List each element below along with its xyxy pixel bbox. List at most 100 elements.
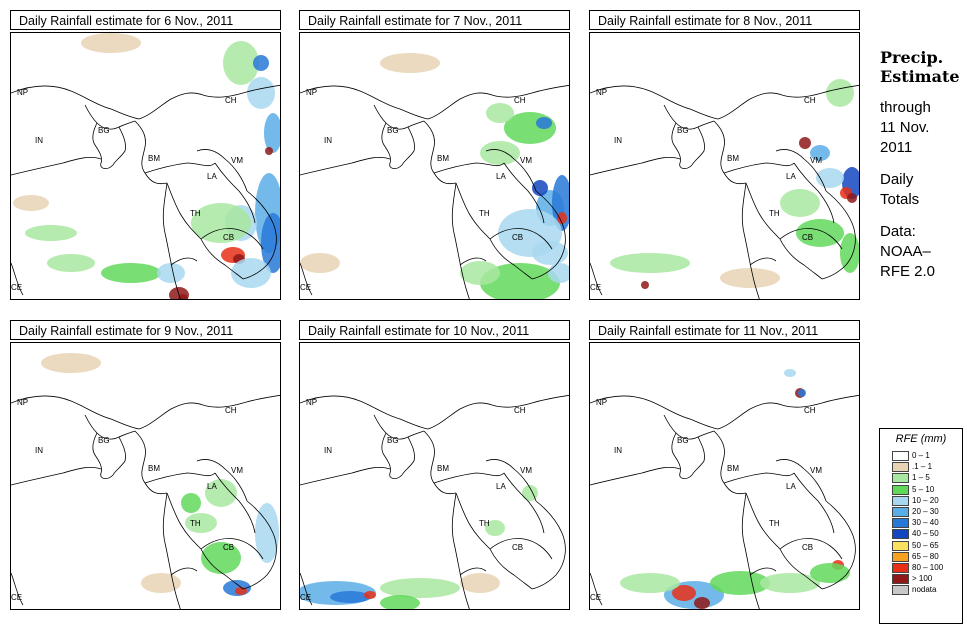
- legend-item: 80 – 100: [880, 562, 962, 574]
- country-border: [821, 500, 856, 590]
- caption-heading: Estimate: [880, 67, 960, 86]
- country-label: TH: [769, 519, 780, 528]
- country-label: CH: [804, 406, 816, 415]
- country-border: [485, 149, 537, 192]
- country-border: [138, 84, 280, 120]
- legend-swatch: [892, 484, 909, 495]
- country-label: BM: [148, 464, 160, 473]
- legend-title: RFE (mm): [895, 433, 947, 445]
- rain-area: [223, 41, 259, 85]
- legend-item: > 100: [880, 574, 962, 585]
- legend-label: 1 – 5: [912, 473, 930, 483]
- country-label: LA: [496, 482, 506, 491]
- legend-swatch: [892, 540, 909, 551]
- country-label: BM: [148, 154, 160, 163]
- country-label: NP: [17, 88, 28, 97]
- country-border: [717, 84, 859, 120]
- map-panel-nov-6: Daily Rainfall estimate for 6 Nov., 2011…: [10, 10, 281, 300]
- country-label: IN: [35, 446, 43, 455]
- rain-area: [760, 573, 820, 593]
- country-label: NP: [596, 398, 607, 407]
- rain-area: [486, 103, 514, 123]
- country-border: [503, 472, 545, 534]
- country-border: [775, 459, 827, 502]
- legend-item: 40 – 50: [880, 529, 962, 540]
- rain-area: [201, 542, 241, 574]
- legend-label: .1 – 1: [912, 462, 933, 472]
- rain-area: [720, 268, 780, 288]
- country-border: [745, 182, 781, 240]
- legend-swatch: [892, 585, 909, 596]
- country-label: CE: [300, 593, 311, 602]
- country-border: [821, 190, 856, 280]
- rain-area: [485, 520, 505, 536]
- rain-area: [364, 591, 376, 599]
- country-border: [691, 436, 705, 476]
- side-caption: Precip. Estimate through 11 Nov. 2011 Da…: [880, 48, 966, 282]
- country-label: VM: [520, 156, 532, 165]
- legend-label: 80 – 100: [912, 562, 944, 572]
- country-label: IN: [614, 136, 622, 145]
- rain-area: [253, 55, 269, 71]
- legend-swatch: [892, 462, 909, 473]
- map-panel-nov-11: Daily Rainfall estimate for 11 Nov., 201…: [589, 320, 860, 610]
- rain-area: [480, 141, 520, 165]
- rainfall-map: NP CH IN BG BM VM LA TH CB CE: [589, 32, 860, 300]
- country-label: BG: [98, 436, 110, 445]
- rain-area: [522, 485, 538, 501]
- legend-swatch: [892, 551, 909, 562]
- legend-item: 20 – 30: [880, 506, 962, 518]
- rain-area: [796, 219, 844, 247]
- country-label: IN: [324, 136, 332, 145]
- legend-swatch: [892, 562, 909, 573]
- country-label: VM: [231, 156, 243, 165]
- country-border: [489, 228, 553, 250]
- country-border: [779, 548, 823, 590]
- country-border: [92, 432, 114, 479]
- country-label: TH: [190, 519, 201, 528]
- country-label: CE: [11, 593, 22, 602]
- legend-item: .1 – 1: [880, 462, 962, 473]
- rain-area: [261, 213, 280, 273]
- rain-area: [265, 147, 273, 155]
- legend-label: 0 – 1: [912, 451, 930, 460]
- country-label: NP: [17, 398, 28, 407]
- legend-swatch: [892, 495, 909, 506]
- country-border: [11, 85, 140, 120]
- country-border: [166, 182, 202, 240]
- legend-item: 0 – 1: [880, 451, 962, 462]
- country-border: [741, 182, 760, 299]
- rain-area: [264, 113, 280, 153]
- legend-label: 40 – 50: [912, 529, 939, 539]
- country-label: CB: [512, 233, 523, 242]
- country-border: [427, 394, 569, 430]
- rain-area: [798, 389, 806, 397]
- rainfall-map: NP CH IN BG BM VM LA TH CB CE: [10, 32, 281, 300]
- rainfall-map-svg: NP CH IN BG BM VM LA TH CB CE: [11, 33, 280, 299]
- legend-item: 30 – 40: [880, 518, 962, 529]
- country-border: [433, 162, 505, 174]
- rain-area: [330, 591, 370, 603]
- country-border: [455, 182, 491, 240]
- country-label: CH: [225, 406, 237, 415]
- caption-text: 11 Nov.: [880, 119, 930, 136]
- country-border: [92, 122, 114, 169]
- panel-title: Daily Rainfall estimate for 11 Nov., 201…: [589, 320, 860, 340]
- legend-label: nodata: [912, 585, 937, 595]
- legend-label: 30 – 40: [912, 518, 939, 528]
- rain-area: [231, 258, 271, 288]
- rain-area: [610, 253, 690, 273]
- country-border: [300, 156, 391, 176]
- country-border: [214, 472, 256, 534]
- rain-area: [41, 353, 101, 373]
- country-border: [373, 104, 425, 130]
- rain-area: [620, 573, 680, 593]
- legend-item: 10 – 20: [880, 495, 962, 507]
- rain-area: [185, 513, 217, 533]
- panel-title: Daily Rainfall estimate for 10 Nov., 201…: [299, 320, 570, 340]
- rain-area: [255, 503, 279, 563]
- country-border: [427, 84, 569, 120]
- country-border: [144, 472, 216, 484]
- country-border: [166, 492, 202, 550]
